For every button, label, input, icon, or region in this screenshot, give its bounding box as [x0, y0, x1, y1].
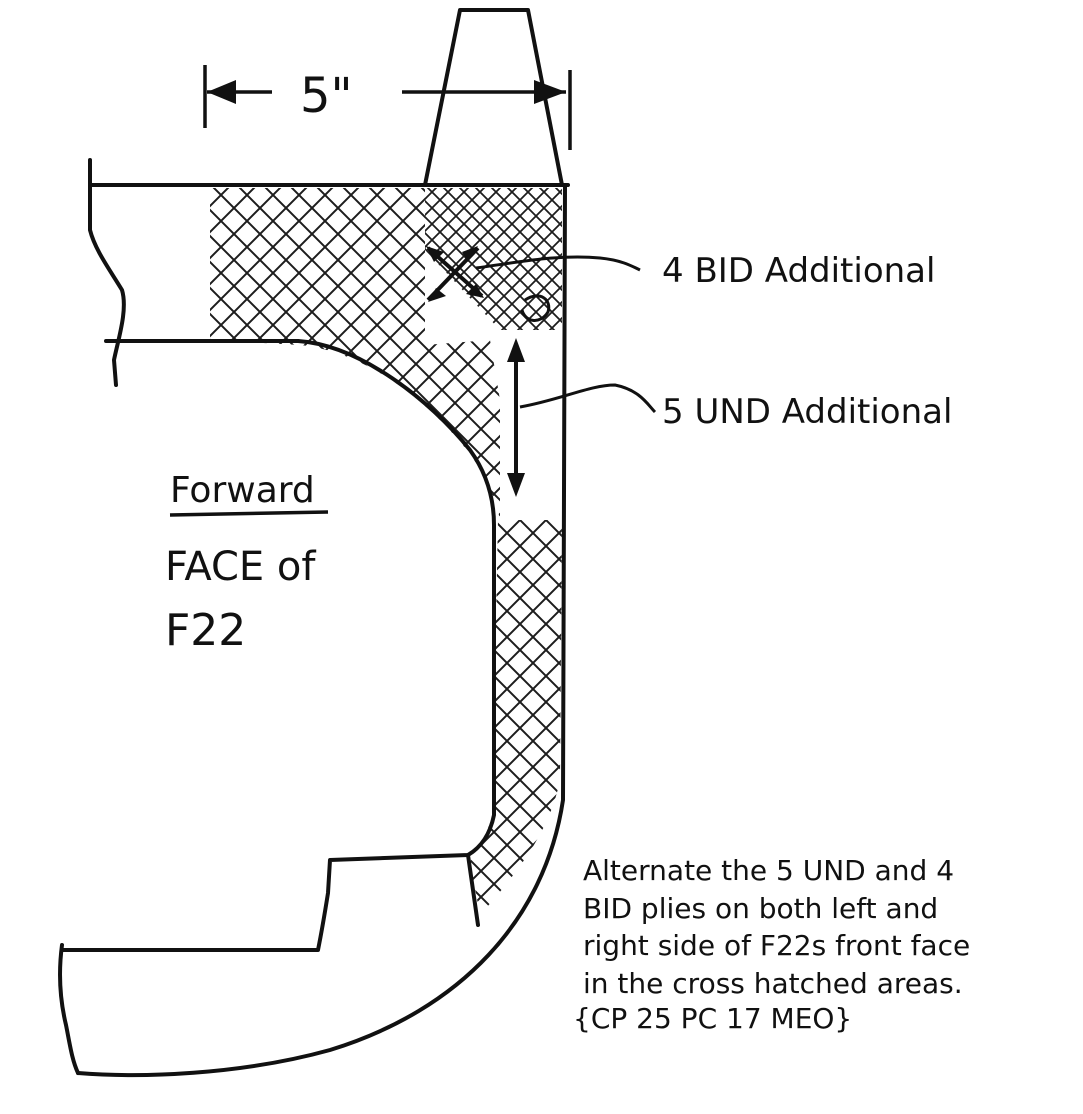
dimension-left-arrowhead	[207, 80, 236, 104]
und-leader-line	[519, 383, 657, 414]
note-line-4: in the cross hatched areas.	[583, 966, 963, 1000]
left-break-line	[88, 158, 126, 387]
junction-tick	[466, 853, 480, 927]
dimension-right-arrowhead	[534, 80, 566, 104]
outer-right-outline	[76, 183, 567, 1078]
face-label-underline	[169, 510, 329, 517]
und-vertical-arrow-icon	[507, 338, 525, 497]
und-callout-label: 5 UND Additional	[662, 392, 952, 432]
leader-lines	[475, 255, 657, 414]
bid-callout-label: 4 BID Additional	[662, 251, 935, 291]
inner-cutout-outline	[60, 339, 496, 952]
plans-reference: {CP 25 PC 17 MEO}	[573, 1002, 853, 1035]
face-label-line3: F22	[165, 605, 246, 656]
face-label-line2: FACE of	[165, 544, 316, 590]
stray-hatch-mark	[520, 294, 551, 322]
hatch-web-top	[425, 188, 562, 330]
ply-instruction-note: Alternate the 5 UND and 4 BID plies on b…	[583, 852, 1063, 1002]
hatch-upper-flange	[210, 188, 425, 345]
note-line-2: BID plies on both left and	[583, 891, 939, 925]
bid-leader-line	[475, 255, 641, 272]
bid-double-arrow-icon	[426, 246, 484, 302]
note-line-1: Alternate the 5 UND and 4	[583, 854, 955, 887]
f22-outline	[57, 158, 570, 1078]
face-label-line1: Forward	[170, 470, 315, 511]
note-line-3: right side of F22s front face	[583, 929, 971, 962]
dimension-5in	[203, 65, 572, 150]
hatch-corner-fillet	[300, 340, 500, 520]
bottom-left-break	[57, 943, 80, 1075]
dimension-label: 5"	[300, 68, 353, 124]
